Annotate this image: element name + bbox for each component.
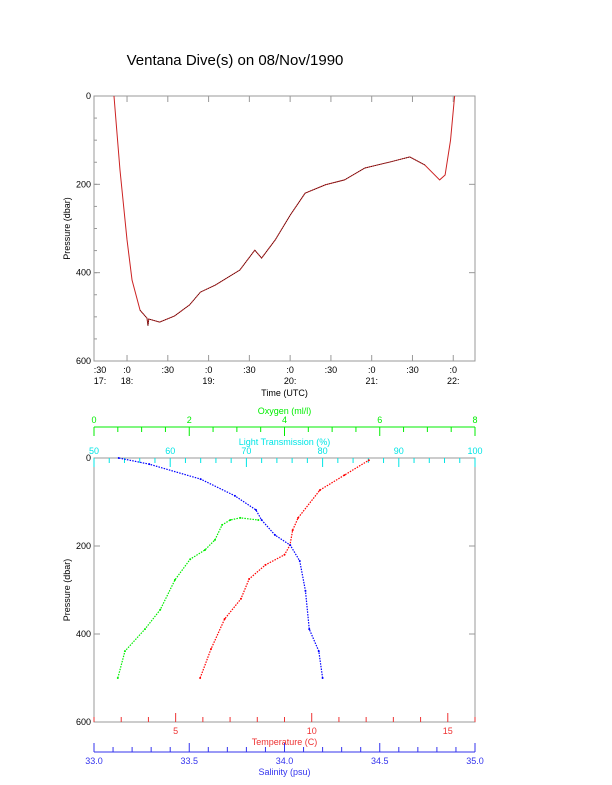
- salinity-point: [254, 508, 257, 511]
- axis-tick-label: 60: [165, 446, 175, 456]
- temperature-point: [239, 597, 242, 600]
- salinity-point: [260, 519, 263, 522]
- oxygen-point: [203, 548, 206, 551]
- temperature-profile: [199, 459, 370, 679]
- temperature-point: [223, 618, 226, 621]
- oxygen-point: [123, 650, 126, 653]
- salinity-point: [148, 463, 151, 466]
- salinity-point: [289, 544, 292, 547]
- axis-tick-label: 90: [394, 446, 404, 456]
- salinity-point: [298, 559, 301, 562]
- axis-tick-label: 34.0: [276, 756, 294, 766]
- y-axis-label: Pressure (dbar): [62, 197, 72, 260]
- y-tick-label: 200: [76, 541, 91, 551]
- x-tick-label-minute: :0: [205, 365, 213, 375]
- oxygen-point: [221, 523, 224, 526]
- axis-tick-label: 6: [377, 415, 382, 425]
- x-tick-label-hour: 22:: [447, 376, 460, 386]
- temperature-point: [210, 647, 213, 650]
- axis-label: Temperature (C): [252, 737, 318, 747]
- salinity-point: [308, 628, 311, 631]
- salinity-point: [233, 494, 236, 497]
- y-tick-label: 0: [86, 453, 91, 463]
- axis-tick-label: 33.0: [85, 756, 103, 766]
- oxygen-point: [116, 677, 119, 679]
- salinity-point: [321, 677, 324, 679]
- y-tick-label: 400: [76, 629, 91, 639]
- axis-tick-label: 10: [307, 726, 317, 736]
- axis-tick-label: 5: [173, 726, 178, 736]
- temperature-point: [297, 516, 300, 519]
- plot-frame: [93, 457, 476, 723]
- axis-tick-label: 8: [472, 415, 477, 425]
- x-tick-label-minute: :30: [162, 365, 175, 375]
- axis-tick-label: 33.5: [180, 756, 198, 766]
- y-tick-label: 0: [86, 91, 91, 101]
- axis-tick-label: 34.5: [371, 756, 389, 766]
- axis-label: Oxygen (ml/l): [258, 406, 312, 416]
- y-axis-label: Pressure (dbar): [62, 559, 72, 622]
- axis-tick-label: 80: [318, 446, 328, 456]
- top-plot: 0200400600:3017::018::30:019::30:020::30…: [62, 91, 476, 398]
- temperature-point: [283, 553, 286, 556]
- salinity-point: [304, 589, 307, 592]
- x-tick-label-minute: :0: [449, 365, 457, 375]
- axis-tick-label: 50: [89, 446, 99, 456]
- salinity-point: [117, 457, 120, 459]
- plot-frame: [93, 95, 476, 362]
- axis-tick-label: 4: [282, 415, 287, 425]
- temperature-point: [264, 563, 267, 566]
- x-tick-label-hour: 20:: [284, 376, 297, 386]
- oxygen-point: [239, 516, 242, 519]
- oxygen-point: [143, 628, 146, 631]
- pressure-line: [113, 95, 456, 326]
- temperature-point: [248, 578, 251, 580]
- oxygen-point: [159, 608, 162, 611]
- y-tick-label: 600: [76, 356, 91, 366]
- oxygen-point: [213, 538, 216, 541]
- x-tick-label-hour: 21:: [365, 376, 378, 386]
- y-tick-label: 400: [76, 268, 91, 278]
- axis-tick-label: 2: [187, 415, 192, 425]
- y-tick-label: 200: [76, 179, 91, 189]
- temperature-point: [343, 474, 346, 477]
- x-tick-label-minute: :0: [286, 365, 294, 375]
- y-tick-label: 600: [76, 717, 91, 727]
- temperature-point: [318, 489, 321, 492]
- salinity-point: [317, 650, 320, 653]
- axis-tick-label: 15: [443, 726, 453, 736]
- x-tick-label-minute: :30: [325, 365, 338, 375]
- temperature-point: [291, 529, 294, 532]
- x-tick-label-minute: :30: [406, 365, 419, 375]
- temperature-point: [367, 459, 370, 462]
- axis-label: Salinity (psu): [258, 767, 310, 777]
- oxygen-profile: [117, 517, 259, 679]
- oxygen-point: [189, 558, 192, 561]
- chart-title: Ventana Dive(s) on 08/Nov/1990: [127, 52, 344, 69]
- salinity-point: [199, 478, 202, 481]
- axis-tick-label: 0: [91, 415, 96, 425]
- oxygen-point: [257, 519, 260, 522]
- x-axis-label: Time (UTC): [261, 388, 308, 398]
- x-tick-label-hour: 18:: [121, 376, 134, 386]
- x-tick-label-minute: :0: [123, 365, 131, 375]
- x-tick-label-hour: 17:: [94, 376, 107, 386]
- temperature-point: [199, 677, 202, 679]
- x-tick-label-minute: :30: [243, 365, 256, 375]
- x-tick-label-hour: 19:: [202, 376, 215, 386]
- axis-tick-label: 35.0: [466, 756, 484, 766]
- oxygen-point: [173, 578, 176, 581]
- oxygen-point: [229, 519, 232, 522]
- pressure-line-dark: [139, 156, 425, 326]
- axis-tick-label: 100: [467, 446, 482, 456]
- salinity-profile: [118, 457, 324, 679]
- salinity-point: [273, 534, 276, 536]
- x-tick-label-minute: :30: [94, 365, 107, 375]
- axis-label: Light Transmission (%): [239, 437, 331, 447]
- x-tick-label-minute: :0: [368, 365, 376, 375]
- axis-tick-label: 70: [241, 446, 251, 456]
- bottom-plot: 0 200 400 600 Pressure (dbar) 0 2 4 6 8 Oxygen (ml…: [62, 406, 484, 777]
